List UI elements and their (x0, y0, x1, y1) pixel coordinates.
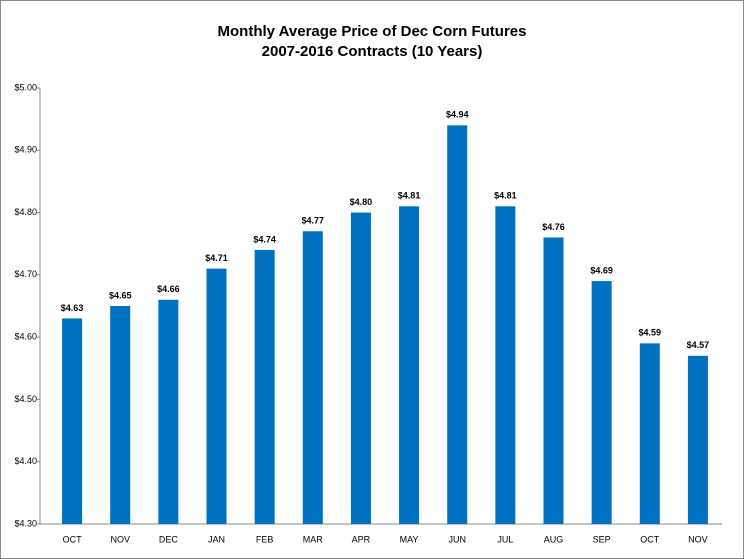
value-label: $4.81 (494, 191, 517, 201)
bar (158, 299, 179, 524)
value-label: $4.76 (542, 222, 565, 232)
x-tick-label: SEP (593, 534, 611, 544)
value-label: $4.80 (350, 197, 373, 207)
bar (302, 231, 323, 524)
bar (687, 355, 708, 524)
bar (110, 306, 131, 524)
y-tick-label: $4.70 (14, 269, 37, 279)
x-tick-label: MAY (400, 534, 419, 544)
bar (495, 206, 516, 525)
value-label: $4.74 (253, 234, 276, 244)
x-tick-label: OCT (63, 534, 83, 544)
x-tick-label: FEB (256, 534, 274, 544)
x-tick-label: JAN (208, 534, 225, 544)
value-label: $4.69 (590, 265, 613, 275)
x-tick-label: NOV (110, 534, 130, 544)
bar (639, 343, 660, 524)
y-tick-label: $4.40 (14, 456, 37, 466)
value-label: $4.94 (446, 110, 469, 120)
value-label: $4.77 (302, 216, 325, 226)
x-tick-label: AUG (544, 534, 564, 544)
value-label: $4.71 (205, 253, 228, 263)
chart-subtitle: 2007-2016 Contracts (10 Years) (262, 43, 483, 60)
value-label: $4.81 (398, 191, 421, 201)
value-label: $4.66 (157, 284, 180, 294)
bar (399, 206, 420, 525)
y-tick-label: $4.30 (14, 518, 37, 528)
bar (254, 249, 275, 524)
bar (350, 212, 371, 525)
y-tick-label: $4.90 (14, 145, 37, 155)
value-label: $4.65 (109, 290, 132, 300)
bar (447, 125, 468, 524)
y-tick-label: $4.50 (14, 394, 37, 404)
x-tick-label: OCT (640, 534, 660, 544)
bar (62, 318, 83, 524)
x-tick-label: JUN (448, 534, 466, 544)
y-tick-label: $5.00 (14, 82, 37, 92)
x-tick-label: APR (352, 534, 371, 544)
x-tick-label: DEC (159, 534, 179, 544)
x-tick-label: NOV (688, 534, 708, 544)
value-label: $4.57 (687, 340, 710, 350)
y-tick-label: $4.60 (14, 332, 37, 342)
x-tick-label: JUL (497, 534, 513, 544)
bar (543, 237, 564, 524)
bar (591, 281, 612, 524)
value-label: $4.59 (639, 328, 662, 338)
chart-title: Monthly Average Price of Dec Corn Future… (218, 23, 527, 40)
y-tick-label: $4.80 (14, 207, 37, 217)
bar (206, 268, 227, 524)
value-label: $4.63 (61, 303, 84, 313)
x-tick-label: MAR (303, 534, 324, 544)
